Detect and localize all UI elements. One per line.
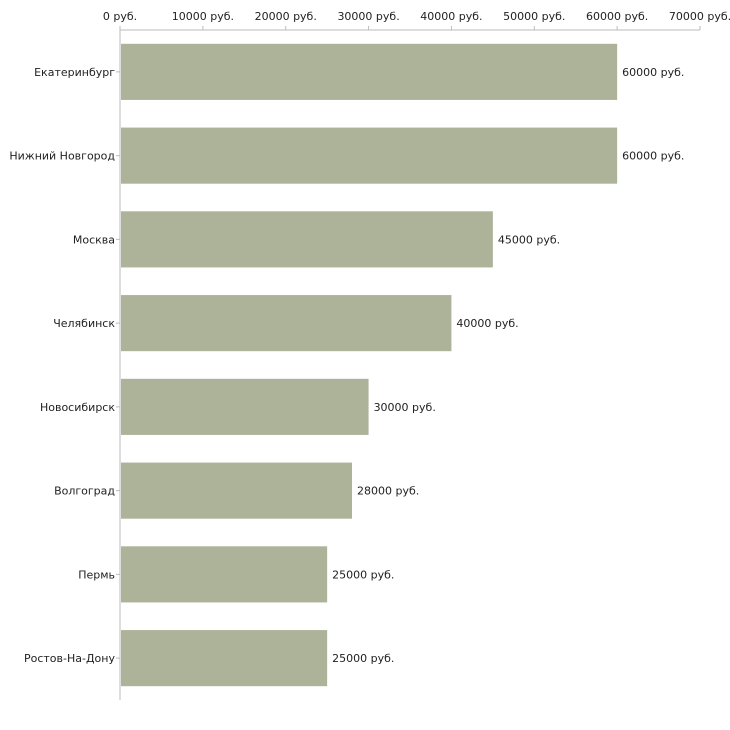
x-tick-label: 50000 руб. [503,10,565,23]
bar [121,462,352,519]
x-tick-label: 30000 руб. [337,10,399,23]
category-label: Ростов-На-Дону [24,652,115,665]
category-label: Нижний Новгород [9,150,115,163]
data-label: 28000 руб. [357,485,419,498]
bar [121,630,328,687]
bar [121,127,618,184]
category-label: Екатеринбург [34,66,115,79]
bar [121,43,618,100]
x-tick-label: 10000 руб. [172,10,234,23]
y-axis: Екатеринбург Нижний Новгород Москва Челябин… [9,30,121,700]
category-label: Новосибирск [40,401,115,414]
bar [121,211,493,268]
x-axis: 0 руб. 10000 руб. 20000 руб. 30000 руб. 4000… [103,10,730,31]
data-label: 25000 руб. [332,652,394,665]
data-label: 40000 руб. [456,317,518,330]
data-label: 30000 руб. [374,401,436,414]
category-label: Челябинск [53,317,115,330]
data-label: 60000 руб. [622,150,684,163]
category-label: Волгоград [54,485,115,498]
x-tick-label: 70000 руб. [669,10,730,23]
bar [121,295,452,352]
category-label: Пермь [78,568,115,581]
x-tick-label: 20000 руб. [255,10,317,23]
bar [121,546,328,603]
x-tick-label: 40000 руб. [420,10,482,23]
data-label: 45000 руб. [498,233,560,246]
bar [121,378,369,435]
x-tick-label: 0 руб. [103,10,137,23]
x-tick-label: 60000 руб. [586,10,648,23]
data-label: 25000 руб. [332,568,394,581]
bars: 60000 руб. 60000 руб. 45000 руб. 40000 руб.… [121,43,684,687]
data-label: 60000 руб. [622,66,684,79]
category-label: Москва [73,233,115,246]
